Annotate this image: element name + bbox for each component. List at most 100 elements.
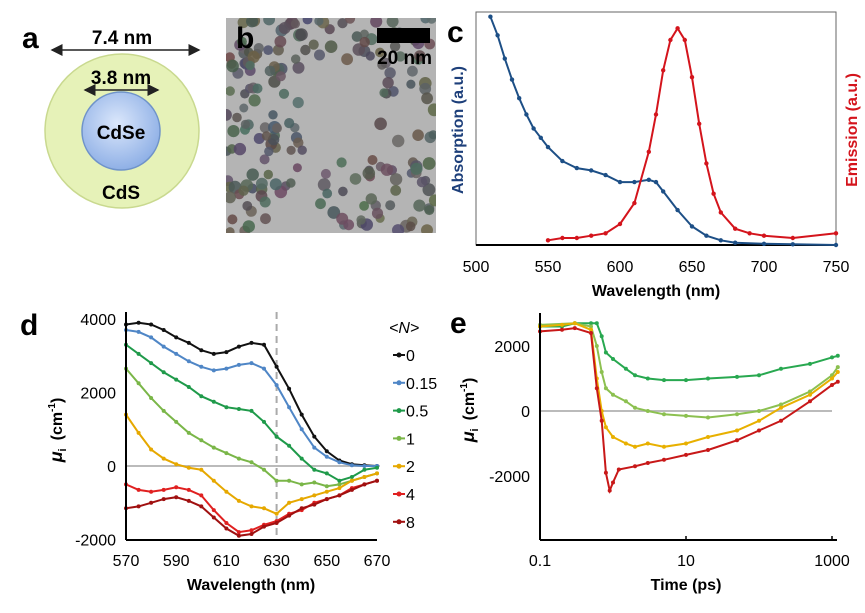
data-point — [611, 357, 615, 361]
data-point — [199, 493, 204, 498]
nanoparticle — [246, 168, 259, 181]
data-point — [617, 179, 623, 185]
data-point — [249, 408, 254, 413]
legend-item: 1 — [393, 431, 415, 448]
nanoparticle — [269, 178, 282, 191]
series-3 — [538, 326, 840, 494]
panel-label-e: e — [450, 307, 467, 340]
series-line — [125, 367, 378, 488]
core-label: CdSe — [97, 123, 146, 144]
y-axis-label-absorption: Absorption (a.u.) — [450, 66, 467, 194]
data-point — [312, 480, 317, 485]
data-point — [287, 500, 292, 505]
nanoparticle — [263, 18, 275, 26]
nanoparticle — [327, 206, 341, 219]
nanoparticle — [292, 97, 304, 109]
nanoparticle — [359, 36, 370, 48]
nanoparticle — [292, 163, 302, 173]
nanoparticle — [260, 213, 271, 225]
data-point — [136, 430, 141, 435]
nanoparticle — [275, 71, 286, 82]
nanoparticle — [286, 145, 296, 155]
data-point — [174, 335, 179, 340]
data-point — [633, 444, 637, 449]
data-point — [337, 482, 342, 487]
data-point — [735, 412, 739, 417]
data-point — [589, 324, 593, 329]
data-point — [761, 233, 767, 238]
inner-dimension-label: 3.8 nm — [91, 68, 151, 89]
nanoparticle — [297, 145, 307, 155]
nanoparticle — [322, 188, 333, 199]
data-point — [524, 112, 529, 117]
data-point — [262, 506, 266, 511]
tick-label: 700 — [751, 259, 778, 276]
nanoparticle — [233, 142, 247, 156]
nanoparticle — [389, 173, 403, 186]
data-point — [161, 328, 166, 332]
legend-label: 2 — [406, 459, 415, 476]
legend-item: 0.5 — [393, 404, 428, 421]
data-point — [161, 408, 166, 413]
data-point — [589, 233, 594, 238]
data-point — [706, 376, 710, 381]
series-N-1 — [124, 366, 379, 489]
data-point — [224, 451, 229, 456]
tick-label: 570 — [113, 553, 140, 570]
data-point — [375, 465, 379, 470]
data-point — [589, 321, 593, 326]
x-axis-label-c: Wavelength (nm) — [592, 283, 720, 300]
data-point — [211, 508, 216, 513]
nanoparticle — [359, 29, 369, 39]
nanoparticle — [247, 50, 260, 64]
data-point — [611, 392, 615, 397]
data-point — [249, 460, 254, 465]
tick-label: -2000 — [75, 533, 116, 550]
data-point — [830, 355, 834, 360]
data-point — [199, 438, 204, 443]
data-point — [299, 456, 304, 461]
data-point — [661, 189, 666, 194]
data-point — [236, 344, 241, 349]
data-point — [174, 377, 179, 382]
nanoparticle — [421, 92, 433, 105]
nanoparticle — [246, 18, 259, 28]
nanoparticle — [374, 117, 387, 131]
data-point — [833, 242, 839, 248]
data-point — [249, 532, 254, 536]
data-point — [589, 168, 594, 173]
panel-e: e 0.1 10 1000 2000 0 -2000 Time (ps) μi(cm-1) — [450, 307, 850, 594]
nanoparticle — [422, 183, 436, 197]
series-absorption — [488, 14, 839, 248]
data-point — [697, 121, 702, 127]
nanoparticle — [382, 77, 394, 89]
data-point — [337, 460, 342, 465]
data-point — [572, 321, 577, 326]
y-axis-label-emission: Emission (a.u.) — [844, 73, 861, 187]
panel-a: a 7.4 nm 3.8 nm CdSe CdS — [22, 22, 201, 209]
data-point — [545, 238, 551, 243]
data-point — [362, 475, 367, 479]
data-point — [274, 364, 279, 369]
data-point — [704, 233, 709, 238]
data-point — [224, 489, 229, 494]
nanoparticle — [386, 18, 399, 28]
nanoparticle — [284, 118, 295, 129]
tick-label: 750 — [823, 259, 850, 276]
data-point — [835, 370, 840, 374]
data-point — [362, 482, 367, 487]
data-point — [594, 386, 599, 391]
data-point — [757, 409, 761, 413]
data-point — [662, 378, 666, 383]
tick-label: -2000 — [489, 469, 530, 486]
data-point — [312, 445, 317, 450]
data-point — [249, 504, 254, 509]
data-point — [349, 475, 354, 479]
data-point — [299, 497, 304, 502]
nanoparticle — [345, 18, 356, 24]
data-point — [594, 344, 599, 348]
nanoparticle — [324, 40, 338, 53]
legend-marker-dot — [396, 435, 402, 441]
data-point — [349, 478, 354, 483]
nanoparticle — [292, 61, 305, 74]
